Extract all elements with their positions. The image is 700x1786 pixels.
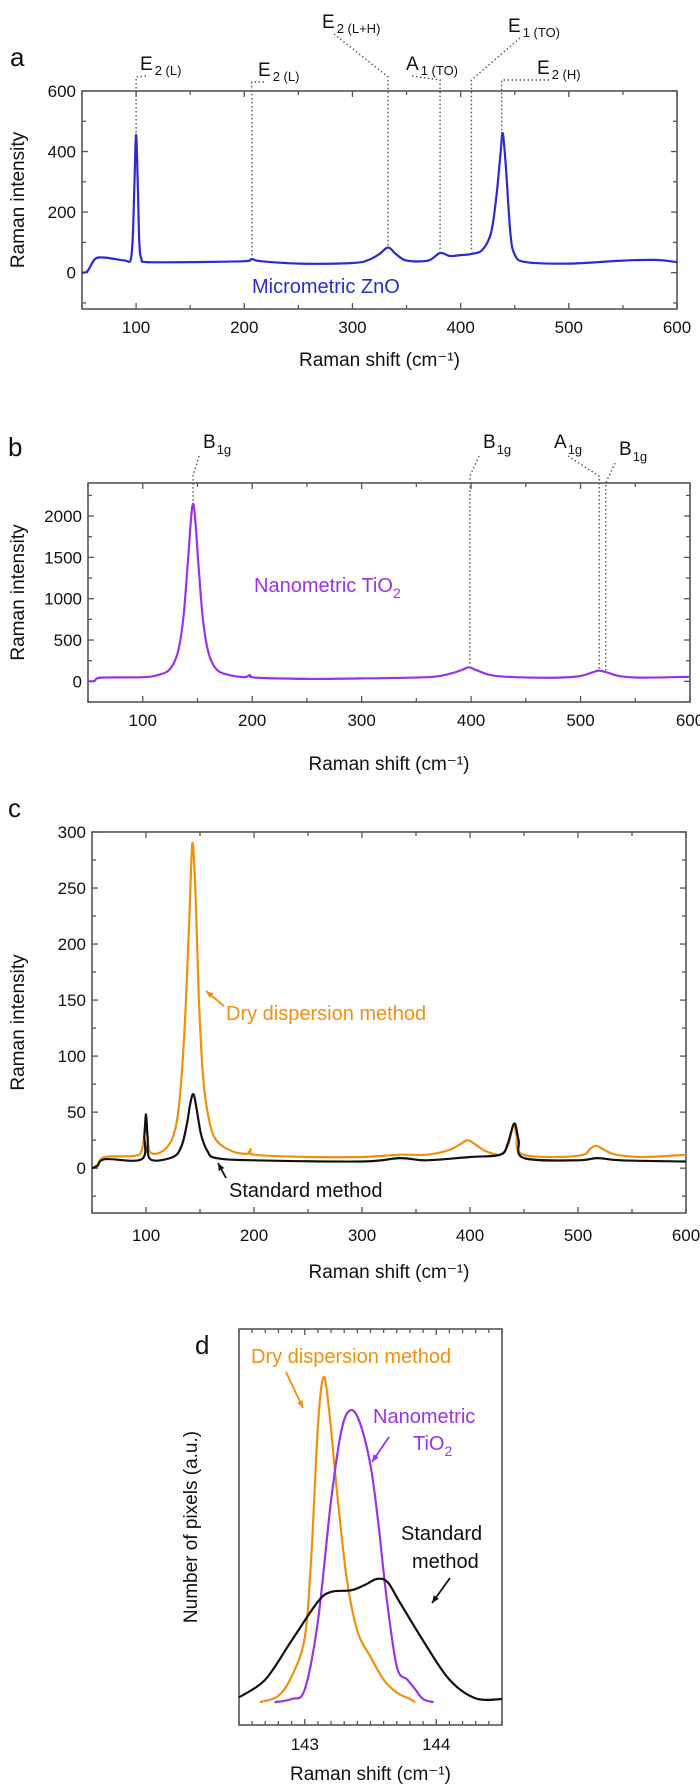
x-tick-label: 144 [422,1735,450,1754]
y-tick-label: 1500 [44,548,82,567]
x-tick-label: 100 [129,711,157,730]
x-tick-label: 143 [291,1735,319,1754]
annotation-method: method [412,1551,479,1573]
panel-letter: c [8,793,21,823]
peak-leader-line [135,75,147,133]
y-tick-label: 300 [58,823,86,842]
x-tick-label: 400 [446,318,474,337]
y-tick-label: 50 [67,1103,86,1122]
peak-label: B1g [619,439,647,464]
x-tick-label: 300 [338,318,366,337]
peak-label: B1g [203,432,231,457]
peak-leader-line [567,455,600,669]
x-axis-label: Raman shift (cm⁻¹) [309,1262,470,1283]
peak-leader-line [192,455,200,502]
peak-leader-line [333,33,389,246]
tio2-arrow-head-icon [372,1454,379,1462]
annotation-dry-dispersion: Dry dispersion method [251,1346,451,1368]
plot-frame [91,831,687,1214]
y-tick-label: 1000 [44,590,82,609]
x-tick-label: 200 [238,711,266,730]
peak-leader-line [470,37,521,252]
y-tick-label: 200 [58,935,86,954]
x-tick-label: 200 [240,1226,268,1245]
y-tick-label: 2000 [44,507,82,526]
peak-leader-line [251,81,264,258]
panel-letter: a [10,42,25,72]
peak-label: B1g [483,432,511,457]
y-tick-label: 500 [54,631,82,650]
y-axis-label: Raman intensity [8,954,29,1091]
x-tick-label: 600 [672,1226,700,1245]
panel-c: c 100 200 300 400 500 600 0 50 100 150 200 250 300 Ram… [8,793,700,1283]
series-line-tio2 [274,1408,434,1704]
x-tick-label: 100 [132,1226,160,1245]
peak-leader-line [411,75,441,251]
x-tick-label: 500 [555,318,583,337]
standard-arrow-head-icon [218,1163,225,1171]
panel-d: d 143 144 Raman shift (cm⁻¹) Number of pixel… [181,1328,503,1785]
plot-frame [81,90,678,310]
y-tick-label: 250 [58,879,86,898]
annotation-standard-method: Standard method [229,1180,382,1202]
x-tick-label: 300 [348,1226,376,1245]
series-line-tio2 [87,502,691,683]
annotation-standard: Standard [401,1523,482,1545]
y-axis-label: Number of pixels (a.u.) [181,1431,202,1623]
x-tick-label: 500 [564,1226,592,1245]
y-axis-label: Raman intensity [8,131,29,268]
y-tick-label: 100 [58,1047,86,1066]
x-tick-label: 600 [676,711,700,730]
x-tick-label: 400 [457,711,485,730]
y-tick-label: 0 [73,672,82,691]
dry-arrow-head-icon [206,991,214,999]
panel-letter: b [8,432,22,462]
x-axis-label: Raman shift (cm⁻¹) [290,1764,451,1785]
panel-b: b 100 200 300 400 500 600 0 500 1000 1500 2000 Raman… [8,432,700,775]
x-axis-label: Raman shift (cm⁻¹) [299,350,460,371]
series-line-standard [91,1092,687,1170]
y-tick-label: 200 [48,203,76,222]
plot-frame [87,482,691,703]
series-annotation-tio2: Nanometric TiO2 [254,575,401,601]
x-tick-label: 100 [122,318,150,337]
annotation-nanometric: Nanometric [373,1406,475,1428]
peak-leader-line [469,455,480,666]
y-tick-label: 0 [77,1159,86,1178]
series-line-dry [259,1375,416,1704]
y-axis-label: Raman intensity [8,524,29,661]
annotation-tio2: TiO2 [413,1433,452,1459]
peak-label: A1g [554,432,582,457]
x-tick-label: 600 [663,318,691,337]
y-tick-label: 600 [48,82,76,101]
panel-a: a 100 200 300 400 500 600 0 200 400 600 Raman shift… [8,12,691,371]
standard-arrow-head-icon [432,1595,439,1603]
x-tick-label: 500 [566,711,594,730]
series-line-standard [238,1577,503,1702]
y-tick-label: 400 [48,143,76,162]
dry-arrow-head-icon [297,1400,303,1408]
x-tick-label: 200 [230,318,258,337]
series-annotation-zno: Micrometric ZnO [252,276,400,298]
x-axis-label: Raman shift (cm⁻¹) [309,754,470,775]
panel-letter: d [195,1330,209,1360]
x-tick-label: 400 [456,1226,484,1245]
peak-leader-line [605,462,616,671]
y-tick-label: 0 [67,264,76,283]
series-line-zno [81,131,678,274]
annotation-dry-dispersion: Dry dispersion method [226,1003,426,1025]
y-tick-label: 150 [58,991,86,1010]
x-tick-label: 300 [347,711,375,730]
